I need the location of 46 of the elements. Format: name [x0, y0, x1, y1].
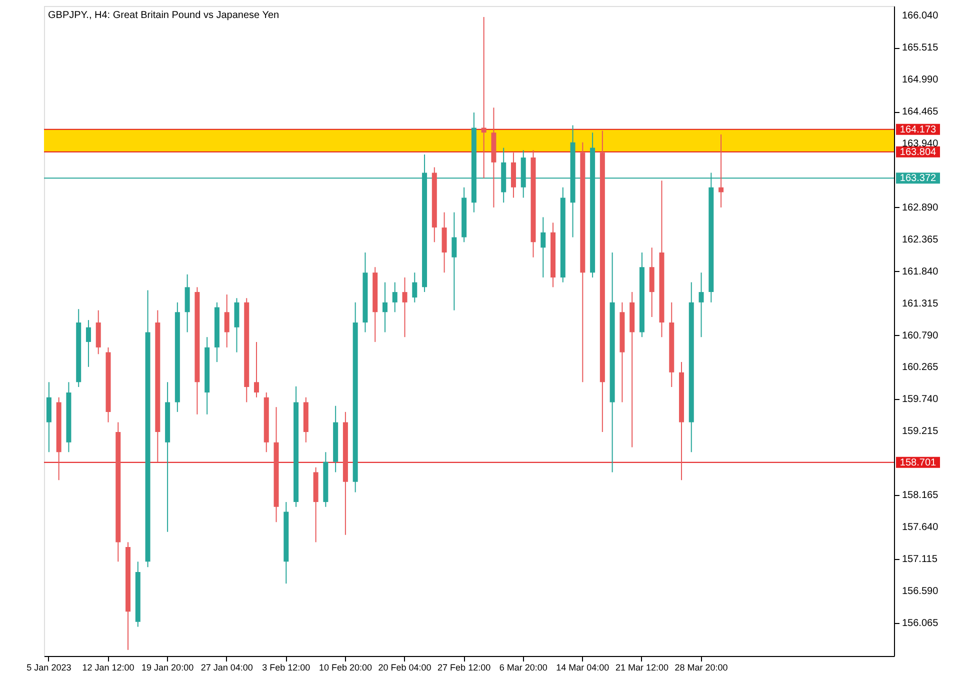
chart-title: GBPJPY., H4: Great Britain Pound vs Japanese Yen — [48, 10, 280, 21]
y-tick-label: 162.365 — [902, 234, 939, 246]
candlestick — [718, 134, 724, 208]
candlestick — [412, 272, 418, 303]
x-tick-label: 3 Feb 12:00 — [262, 662, 310, 672]
x-tick-label: 19 Jan 20:00 — [142, 662, 194, 672]
candlestick — [86, 320, 91, 368]
y-tick-label: 160.265 — [902, 362, 939, 374]
x-tick-label: 20 Feb 04:00 — [378, 662, 432, 672]
x-tick-label: 5 Jan 2023 — [26, 662, 72, 672]
candlestick — [224, 294, 230, 348]
x-tick-label: 28 Mar 20:00 — [674, 662, 728, 672]
ref-line-label: 163.804 — [900, 146, 937, 158]
candlestick — [392, 282, 398, 313]
y-tick-label: 156.065 — [902, 618, 939, 629]
candlestick — [698, 272, 704, 338]
candlestick — [254, 341, 259, 398]
x-tick-label: 10 Feb 20:00 — [318, 662, 372, 672]
ref-line-label: 164.173 — [900, 124, 937, 136]
y-tick-label: 165.515 — [902, 42, 939, 54]
candlestick — [481, 16, 486, 179]
ref-line-label: 158.701 — [900, 457, 937, 468]
x-tick-label: 6 Mar 20:00 — [499, 662, 548, 672]
y-tick-label: 156.590 — [902, 586, 939, 597]
x-tick-label: 27 Feb 12:00 — [438, 662, 491, 672]
x-tick-label: 14 Mar 04:00 — [556, 662, 610, 672]
y-tick-label: 159.740 — [902, 394, 939, 406]
candlestick — [540, 216, 546, 278]
y-tick-label: 158.165 — [902, 490, 939, 502]
y-tick-label: 157.115 — [902, 554, 938, 565]
y-tick-label: 162.890 — [902, 202, 939, 214]
x-tick-label: 27 Jan 04:00 — [200, 662, 253, 672]
y-tick-label: 166.040 — [902, 10, 939, 22]
ref-line-label: 163.372 — [900, 173, 937, 184]
y-tick-label: 164.465 — [902, 106, 939, 118]
candlestick — [382, 282, 388, 333]
y-tick-label: 159.215 — [902, 426, 939, 438]
y-tick-label: 157.640 — [902, 522, 939, 533]
y-tick-label: 164.990 — [902, 74, 939, 86]
candlestick — [452, 212, 457, 311]
candlestick — [402, 276, 408, 338]
y-tick-label: 161.315 — [902, 298, 939, 310]
y-tick-label: 160.790 — [902, 330, 939, 342]
x-tick-label: 12 Jan 12:00 — [82, 662, 134, 672]
y-tick-label: 161.840 — [902, 266, 939, 278]
x-tick-label: 21 Mar 12:00 — [615, 662, 668, 672]
